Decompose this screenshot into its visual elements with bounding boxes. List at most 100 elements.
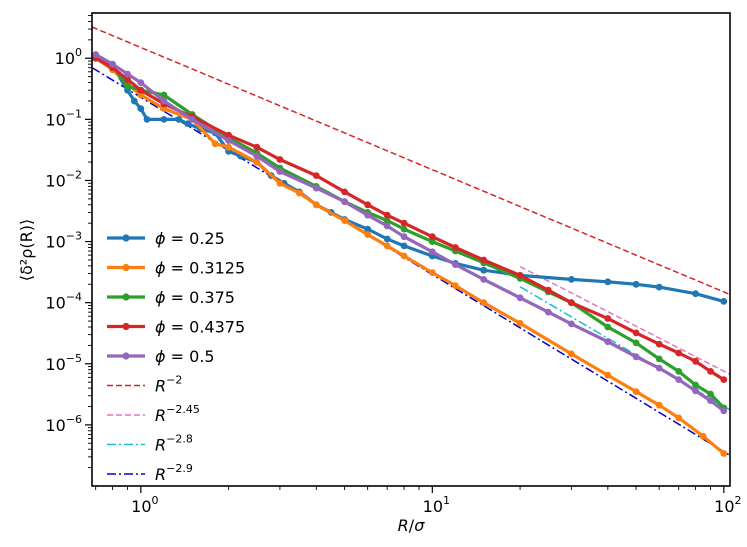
series-0-point-27 — [568, 276, 575, 283]
series-3-point-11 — [364, 201, 372, 209]
series-3-point-25 — [707, 368, 714, 375]
legend: ϕ = 0.25 ϕ = 0.3125 ϕ = 0.375 ϕ = 0.4375 ϕ =… — [107, 229, 245, 484]
series-4-point-19 — [568, 320, 575, 328]
series-0-point-32 — [720, 298, 728, 305]
y-tick-label-4: 10−4 — [45, 291, 82, 313]
series-4-point-20 — [604, 338, 612, 346]
series-1-point-18 — [480, 299, 488, 307]
legend-ref-label-2: R−2.8 — [155, 433, 193, 455]
series-2-point-24 — [692, 381, 699, 389]
series-4-point-21 — [632, 353, 640, 361]
legend-label-0: ϕ = 0.25 — [155, 229, 225, 248]
series-4-point-2 — [124, 70, 131, 78]
series-1-point-7 — [225, 143, 233, 151]
series-1-point-14 — [383, 242, 391, 250]
series-4-point-16 — [480, 276, 488, 283]
series-0-point-6 — [160, 116, 168, 123]
series-1-point-12 — [341, 217, 348, 225]
y-tick-label-6: 10−6 — [45, 413, 82, 435]
series-1-point-22 — [632, 388, 640, 395]
series-3-point-15 — [452, 244, 459, 251]
series-3-point-13 — [400, 219, 408, 227]
x-axis-label: R/σ — [398, 516, 426, 535]
series-4-point-23 — [675, 376, 683, 383]
x-tick-label-1: 101 — [423, 494, 450, 516]
series-1-point-3 — [137, 91, 145, 99]
series-3-point-9 — [312, 172, 320, 180]
legend-ref-label-0: R−2 — [155, 374, 182, 396]
legend-label-1: ϕ = 0.3125 — [155, 259, 245, 278]
series-2-point-2 — [124, 82, 131, 90]
series-4-point-8 — [276, 168, 284, 175]
series-0-point-31 — [692, 290, 699, 298]
series-0-point-3 — [130, 97, 138, 105]
x-tick-label-0: 100 — [131, 494, 158, 516]
series-3-point-19 — [568, 299, 575, 307]
series-0-point-8 — [184, 120, 192, 128]
series-3-point-16 — [480, 256, 488, 264]
series-1-point-25 — [699, 432, 707, 440]
series-3-point-7 — [253, 143, 261, 151]
series-3-point-6 — [225, 131, 233, 139]
series-4-point-14 — [428, 248, 436, 256]
series-1-point-10 — [296, 189, 303, 197]
series-4-point-26 — [720, 407, 728, 415]
series-3-point-26 — [720, 376, 728, 383]
series-4-point-4 — [160, 97, 168, 105]
series-2-point-22 — [655, 355, 663, 363]
series-0-point-4 — [137, 105, 145, 112]
legend-label-2: ϕ = 0.375 — [155, 288, 235, 307]
series-1-point-8 — [253, 158, 261, 166]
series-2-point-12 — [383, 217, 391, 225]
series-2-point-4 — [160, 91, 168, 99]
legend-ref-label-1: R−2.45 — [155, 403, 200, 425]
series-4-point-22 — [655, 364, 663, 372]
series-1-point-16 — [428, 269, 436, 276]
series-0-point-30 — [655, 283, 663, 291]
series-0-point-25 — [480, 266, 488, 274]
series-3-point-22 — [655, 340, 663, 348]
legend-label-3: ϕ = 0.4375 — [155, 318, 245, 337]
series-0-point-20 — [364, 225, 372, 233]
series-3-point-23 — [675, 349, 683, 357]
series-1-point-17 — [452, 282, 459, 289]
series-4-point-3 — [137, 79, 145, 86]
series-4-point-18 — [544, 308, 552, 316]
series-3-point-12 — [383, 211, 391, 219]
series-1-point-4 — [160, 105, 168, 112]
series-0-point-29 — [632, 280, 640, 288]
series-1-point-9 — [276, 179, 284, 187]
series-2-point-20 — [604, 323, 612, 331]
plot-frame — [91, 12, 731, 487]
series-1-point-23 — [655, 401, 663, 409]
series-3-point-21 — [632, 329, 640, 337]
series-1-point-6 — [211, 140, 219, 148]
series-2-point-23 — [675, 368, 683, 375]
series-1-point-13 — [364, 231, 372, 239]
legend-marker-1 — [122, 263, 130, 272]
series-4-point-6 — [225, 137, 233, 144]
legend-ref-label-3: R−2.9 — [155, 462, 193, 484]
series-0-point-28 — [604, 278, 612, 286]
series-1-point-21 — [604, 371, 612, 379]
series-1-point-26 — [720, 450, 728, 457]
series-3-point-8 — [276, 156, 284, 163]
series-3-point-18 — [544, 286, 552, 294]
series-4-point-1 — [109, 60, 116, 68]
series-3-point-3 — [137, 86, 145, 94]
series-4-point-5 — [188, 116, 196, 123]
series-3-point-2 — [124, 76, 131, 83]
series-0-point-5 — [143, 116, 151, 123]
x-tick-label-2: 102 — [714, 494, 741, 516]
series-1-point-24 — [675, 414, 683, 422]
series-3-point-20 — [604, 315, 612, 322]
series-1-point-15 — [400, 252, 408, 260]
ref-line-1 — [519, 265, 730, 376]
series-3-point-24 — [692, 357, 699, 365]
series-4-point-25 — [707, 397, 714, 404]
y-tick-label-5: 10−5 — [45, 352, 82, 374]
series-1-point-19 — [516, 319, 524, 327]
series-4-point-7 — [253, 152, 261, 160]
series-4-point-10 — [341, 198, 348, 206]
